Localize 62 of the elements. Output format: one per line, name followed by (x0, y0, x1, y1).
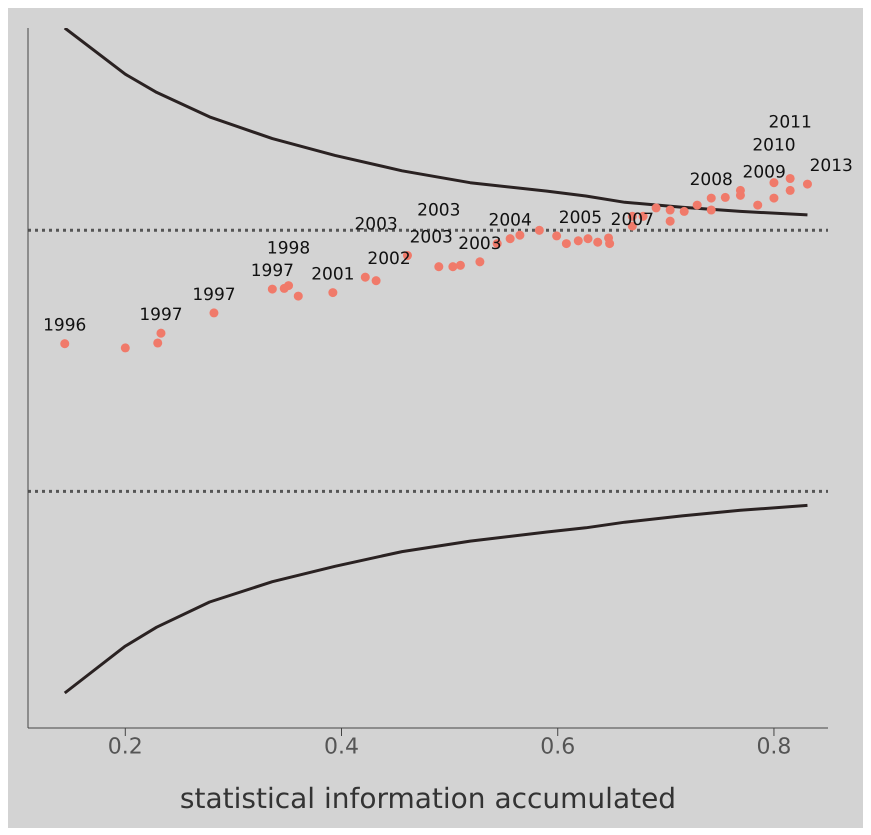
point (769, 194, 778, 203)
point (475, 257, 484, 266)
annotation: 1997 (250, 261, 294, 282)
point (680, 206, 689, 216)
annotation: 2008 (690, 170, 733, 190)
point (448, 262, 458, 272)
point (786, 186, 795, 195)
point (692, 200, 702, 210)
annotation: 1998 (266, 238, 310, 259)
point (268, 284, 277, 294)
annotation: 2009 (742, 162, 786, 182)
annotation: 2003 (410, 228, 453, 248)
point (328, 288, 338, 298)
point (360, 272, 370, 282)
annotation: 2002 (367, 249, 411, 270)
x-tick-label: 0.6 (540, 734, 576, 760)
annotation: 1997 (192, 284, 236, 305)
x-axis-title: statistical information accumulated (180, 782, 676, 815)
point (372, 276, 381, 286)
annotation: 2003 (417, 200, 460, 221)
point (652, 203, 661, 212)
point (706, 205, 716, 215)
point (786, 174, 795, 184)
annotation: 2010 (752, 136, 796, 156)
point (720, 192, 730, 202)
point (593, 238, 602, 247)
point (434, 262, 444, 272)
point (153, 338, 162, 348)
point (506, 234, 515, 244)
annotation: 2007 (610, 210, 654, 230)
x-tick-label: 0.2 (108, 734, 143, 760)
point (753, 200, 762, 210)
annotation: 2004 (488, 210, 532, 231)
point (534, 226, 544, 235)
point (294, 292, 303, 301)
point (156, 328, 166, 338)
annotation: 2005 (558, 208, 602, 228)
point (605, 239, 614, 248)
annotation: 2011 (768, 112, 812, 132)
x-tick-label: 0.8 (756, 734, 792, 760)
annotation: 2003 (458, 234, 502, 254)
annotation: 1997 (139, 305, 183, 326)
point (706, 194, 716, 203)
point (802, 180, 812, 189)
point (120, 343, 130, 352)
point (456, 260, 465, 270)
annotation: 2003 (354, 214, 398, 235)
point (552, 231, 562, 240)
point (284, 281, 294, 290)
point (209, 308, 218, 318)
point (515, 230, 524, 240)
point (666, 216, 675, 226)
point (583, 234, 593, 244)
point (666, 205, 675, 215)
annotation: 2013 (810, 156, 853, 176)
point (769, 178, 778, 188)
point (60, 339, 70, 348)
annotation: 1996 (43, 316, 86, 336)
x-tick-label: 0.4 (324, 734, 360, 760)
annotation: 2001 (311, 264, 354, 285)
point (562, 239, 571, 248)
point (574, 236, 583, 246)
